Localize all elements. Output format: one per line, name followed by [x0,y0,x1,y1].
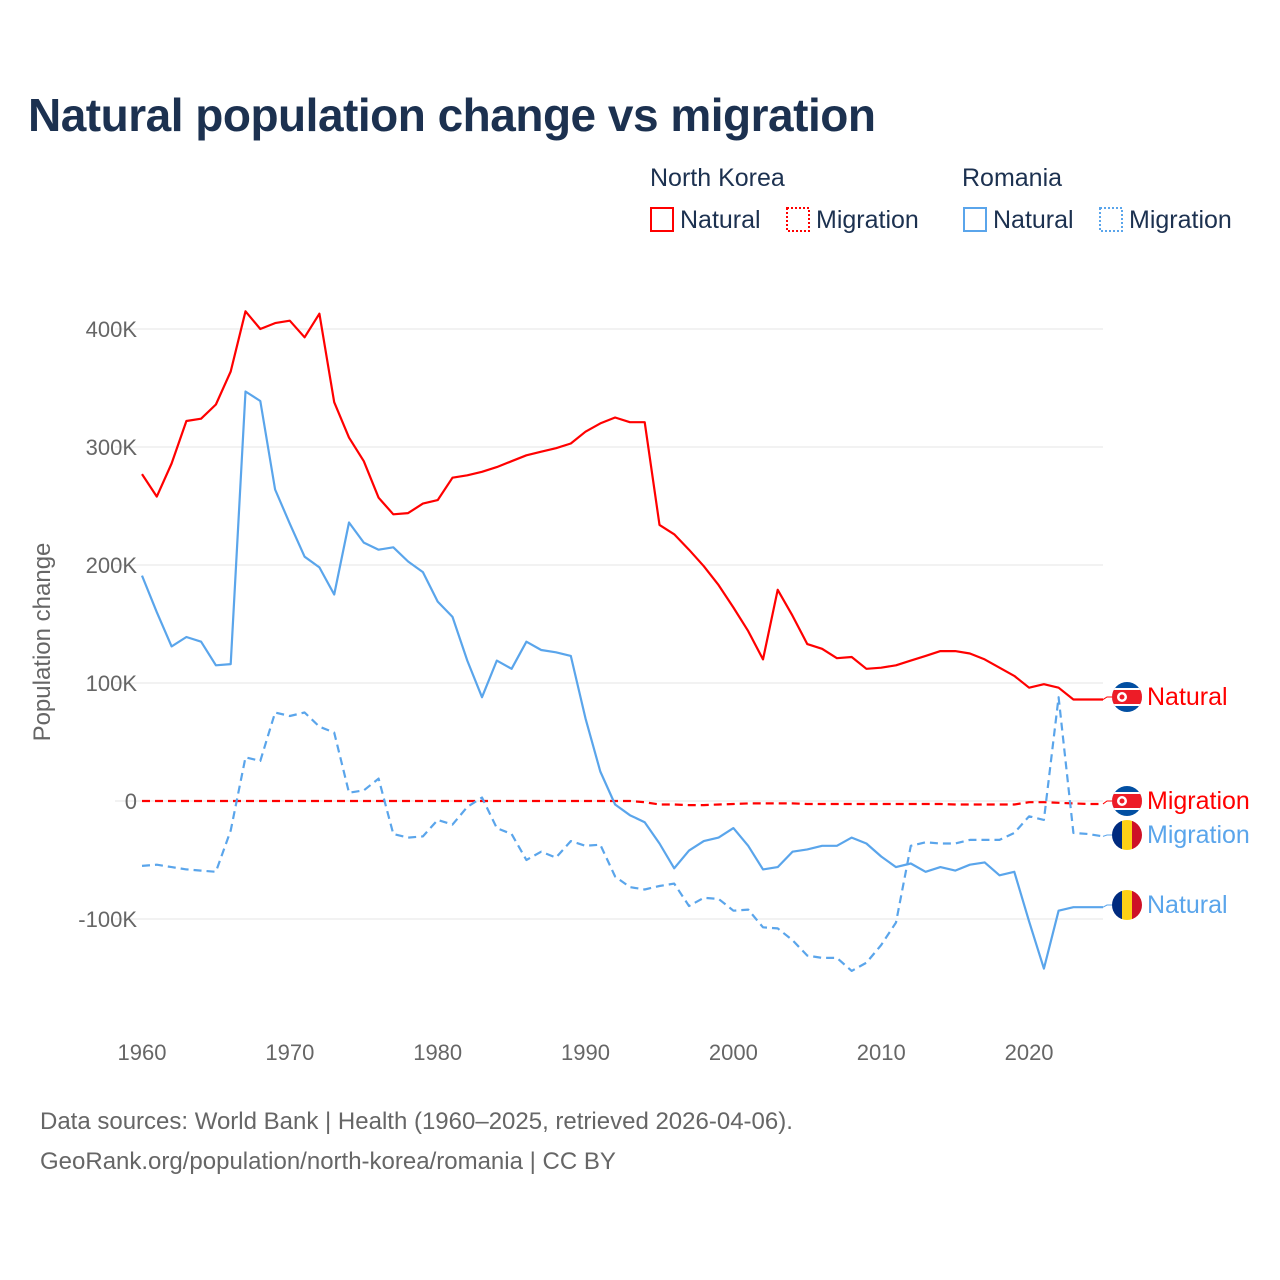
legend-label: Migration [1129,206,1232,234]
y-axis-label: Population change [29,543,56,742]
legend-swatch-solid-blue [963,207,987,232]
end-label: Migration [1147,821,1250,849]
nk-natural-line[interactable] [141,310,1103,701]
ro-natural-line[interactable] [140,390,1103,970]
x-tick-label: 2000 [709,1040,758,1065]
legend-item-ro-migration[interactable]: Migration [1099,206,1232,234]
legend-item-nk-natural[interactable]: Natural [650,206,761,234]
y-tick-label: 200K [86,553,138,578]
legend-label: Natural [993,206,1074,234]
x-tick-label: 1960 [118,1040,167,1065]
x-tick-label: 1970 [265,1040,314,1065]
end-label: Migration [1147,787,1250,815]
source-url[interactable]: GeoRank.org/population/north-korea/roman… [40,1148,616,1175]
legend-item-nk-migration[interactable]: Migration [786,206,919,234]
end-label-connector [1102,696,1112,700]
x-tick-label: 2010 [857,1040,906,1065]
romania-flag-icon [1112,890,1142,920]
nk-migration-line[interactable] [142,799,1103,807]
north-korea-flag-icon [1112,682,1142,712]
x-tick-label: 1980 [413,1040,462,1065]
y-tick-label: -100K [78,907,137,932]
legend-swatch-dotted-red [786,207,810,232]
legend-swatch-dotted-blue [1099,207,1123,232]
romania-flag-icon [1112,820,1142,850]
legend-group-north-korea: North Korea [650,164,785,192]
y-tick-label: 300K [86,435,138,460]
legend-item-ro-natural[interactable]: Natural [963,206,1074,234]
source-text: Data sources: World Bank | Health (1960–… [40,1108,793,1135]
end-label-connector [1102,904,1112,908]
legend-label: Migration [816,206,919,234]
legend-swatch-solid-red [650,207,674,232]
legend: North Korea Romania Natural Migration Na… [650,164,1232,234]
y-tick-label: 0 [125,789,137,814]
x-tick-label: 2020 [1005,1040,1054,1065]
legend-group-romania: Romania [962,164,1062,192]
y-tick-label: 100K [86,671,138,696]
end-label-connector [1102,834,1112,837]
legend-label: Natural [680,206,761,234]
chart-title: Natural population change vs migration [28,89,876,141]
end-label-connector [1102,800,1112,805]
north-korea-flag-icon [1112,786,1142,816]
end-label: Natural [1147,683,1228,711]
end-label: Natural [1147,891,1228,919]
x-tick-label: 1990 [561,1040,610,1065]
ro-migration-line[interactable] [141,696,1104,972]
y-tick-label: 400K [86,317,138,342]
